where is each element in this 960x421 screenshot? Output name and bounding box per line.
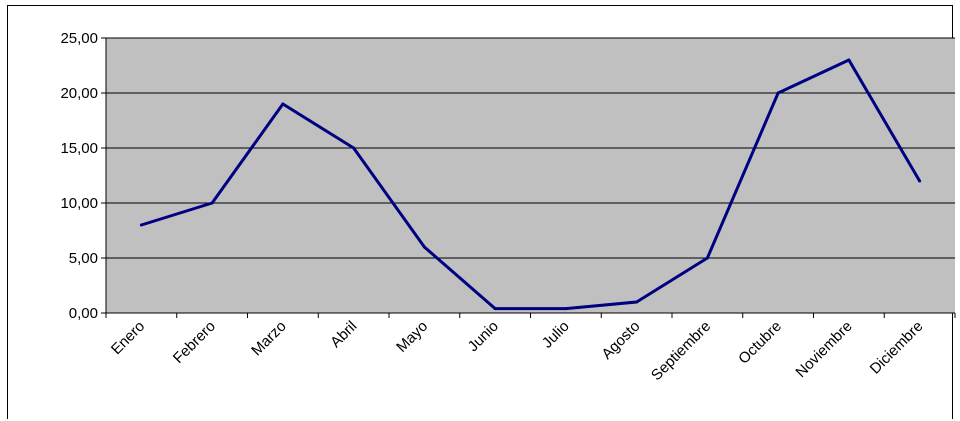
y-tick-label: 10,00 bbox=[60, 195, 98, 212]
series-group bbox=[139, 58, 922, 311]
data-point bbox=[635, 300, 639, 304]
y-tick-label: 15,00 bbox=[60, 140, 98, 157]
y-tick-label: 5,00 bbox=[69, 250, 98, 267]
data-point bbox=[422, 245, 426, 249]
y-tick-label: 25,00 bbox=[60, 30, 98, 47]
x-tick-label: Noviembre bbox=[792, 318, 855, 381]
y-tick-label: 0,00 bbox=[69, 305, 98, 322]
x-tick-label: Octubre bbox=[735, 318, 785, 368]
data-point bbox=[352, 146, 356, 150]
x-tick-label: Abril bbox=[327, 318, 360, 351]
data-point bbox=[776, 91, 780, 95]
data-point bbox=[705, 256, 709, 260]
x-tick-label: Diciembre bbox=[867, 318, 927, 378]
data-point bbox=[847, 58, 851, 62]
data-point bbox=[210, 201, 214, 205]
x-tick-label: Febrero bbox=[170, 318, 219, 367]
plot-area bbox=[106, 38, 955, 313]
x-tick-label: Enero bbox=[108, 318, 148, 358]
x-axis-labels: Enero Febrero Marzo Abril Mayo Junio Julio Agos… bbox=[108, 318, 927, 384]
data-point bbox=[281, 102, 285, 106]
x-tick-label: Junio bbox=[465, 318, 502, 355]
x-tick-label: Marzo bbox=[248, 318, 289, 359]
series-line bbox=[140, 58, 921, 311]
x-tick-label: Agosto bbox=[598, 318, 643, 363]
gridlines bbox=[106, 37, 955, 259]
data-point bbox=[493, 307, 497, 311]
data-point bbox=[139, 223, 143, 227]
y-tick-label: 20,00 bbox=[60, 85, 98, 102]
y-axis-labels: 0,00 5,00 10,00 15,00 20,00 25,00 bbox=[60, 30, 98, 322]
data-point bbox=[918, 179, 922, 183]
data-point bbox=[564, 307, 568, 311]
x-tick-label: Mayo bbox=[393, 318, 431, 356]
axes bbox=[101, 37, 956, 318]
x-tick-label: Julio bbox=[539, 318, 573, 352]
x-tick-label: Septiembre bbox=[648, 318, 714, 384]
